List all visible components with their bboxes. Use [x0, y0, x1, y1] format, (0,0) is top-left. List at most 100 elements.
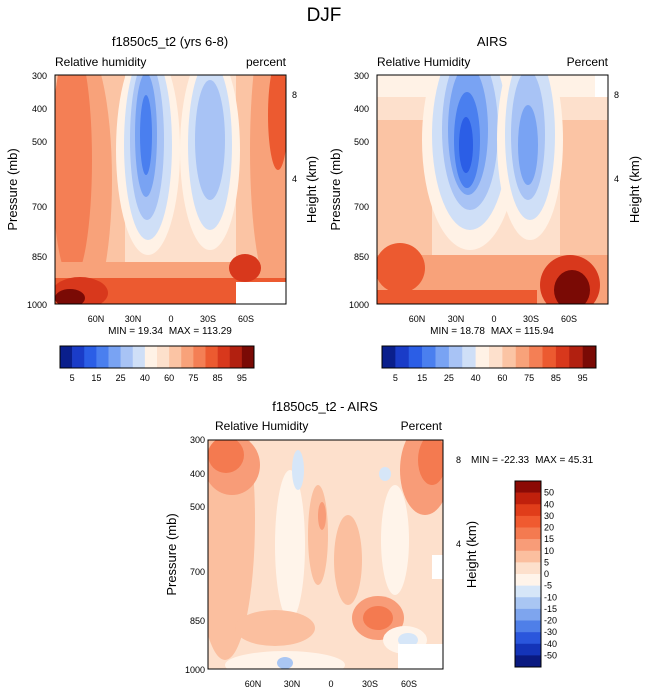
field-nh-surface-peak: [55, 289, 85, 304]
colorbar-swatch: [515, 346, 530, 368]
field-tropical-positive-core: [318, 502, 326, 530]
y-axis-title: Pressure (mb): [164, 513, 179, 595]
y-tick-label: 850: [190, 616, 205, 626]
y-tick-label: 1000: [185, 665, 205, 675]
height-ticks: 8 4: [292, 90, 297, 184]
y-axis-title: Pressure (mb): [5, 148, 20, 230]
colorbar-swatch: [144, 346, 158, 368]
x-ticks: 60N 30N 0 30S 60S: [88, 314, 254, 324]
colorbar-swatch: [515, 562, 541, 575]
colorbar-swatch: [569, 346, 583, 368]
x-tick-label: 30S: [200, 314, 216, 324]
colorbar-swatch: [132, 346, 146, 368]
min-max-stats: MIN = -22.33 MAX = 45.31: [471, 455, 594, 466]
y-tick-label: 500: [32, 137, 47, 147]
contour-field: [208, 440, 443, 669]
field-missing-orography: [398, 644, 443, 669]
x-tick-label: 60S: [401, 679, 417, 689]
panel-title: AIRS: [477, 34, 508, 49]
y-tick-label: 850: [32, 252, 47, 262]
field-subtropical-positive: [334, 515, 362, 605]
colorbar-swatch: [515, 481, 541, 493]
min-label: MIN =: [471, 455, 501, 466]
colorbar-label: 75: [524, 373, 534, 383]
y-tick-label: 300: [32, 71, 47, 81]
colorbar-label: 75: [188, 373, 198, 383]
height-tick-label: 8: [614, 90, 619, 100]
y2-axis-title: Height (km): [304, 156, 319, 223]
y-tick-label: 400: [190, 469, 205, 479]
max-label: MAX =: [491, 326, 524, 337]
min-value: -22.33: [501, 455, 530, 466]
colorbar-swatch: [72, 346, 85, 368]
field-nh-positive: [208, 440, 255, 660]
plot-frame: [54, 74, 287, 305]
field-boundary-positive: [235, 610, 315, 646]
contour-field: [55, 75, 286, 304]
x-ticks: 60N 30N 0 30S 60S: [409, 314, 577, 324]
colorbar-label: 95: [578, 373, 588, 383]
colorbar-swatch: [241, 346, 255, 368]
min-max-stats: MIN = 19.34 MAX = 113.29: [108, 326, 232, 337]
units-label: percent: [246, 55, 287, 69]
variable-label: Relative Humidity: [377, 55, 470, 69]
y-tick-label: 400: [354, 104, 369, 114]
x-tick-label: 30N: [125, 314, 142, 324]
colorbar-swatch: [515, 527, 541, 540]
colorbar-label: 60: [164, 373, 174, 383]
colorbar-swatch: [382, 346, 396, 368]
panel-difference: f1850c5_t2 - AIRS Relative Humidity Perc…: [164, 399, 594, 689]
colorbar-label: 30: [544, 511, 554, 521]
y-tick-label: 1000: [27, 300, 47, 310]
height-ticks: 8 4: [456, 455, 461, 549]
y-tick-label: 500: [354, 137, 369, 147]
colorbar-label: 40: [140, 373, 150, 383]
min-value: 18.78: [460, 326, 485, 337]
colorbar-label: 95: [237, 373, 247, 383]
colorbar: 5 15 25 40 60 75 85 95: [59, 345, 255, 383]
x-tick-label: 0: [168, 314, 173, 324]
max-value: 115.94: [524, 326, 554, 337]
colorbar-label: 40: [544, 499, 554, 509]
field-sh-surface-max: [229, 254, 261, 282]
panel-title: f1850c5_t2 - AIRS: [272, 399, 378, 414]
x-tick-label: 30N: [284, 679, 301, 689]
field-surface-negative-sh: [398, 633, 418, 647]
colorbar-swatch: [582, 346, 597, 368]
colorbar-swatch: [60, 346, 73, 368]
min-max-stats: MIN = 18.78 MAX = 115.94: [430, 326, 554, 337]
field-nh-boundary-max: [377, 243, 425, 293]
colorbar-swatch: [555, 346, 570, 368]
field-missing-orography: [236, 282, 286, 304]
colorbar-swatch: [515, 597, 541, 610]
colorbar-label: 15: [417, 373, 427, 383]
colorbar-swatch: [193, 346, 206, 368]
panel-title: f1850c5_t2 (yrs 6-8): [112, 34, 228, 49]
colorbar-swatch: [84, 346, 97, 368]
max-value: 45.31: [568, 455, 593, 466]
colorbar-swatch: [515, 620, 541, 633]
colorbar-swatch: [515, 492, 541, 505]
x-ticks: 60N 30N 0 30S 60S: [245, 679, 417, 689]
colorbar-swatch: [108, 346, 121, 368]
colorbar-label: 10: [544, 546, 554, 556]
max-value: 113.29: [202, 326, 232, 337]
colorbar-swatch: [169, 346, 182, 368]
field-missing-orography: [595, 75, 608, 97]
height-tick-label: 8: [456, 455, 461, 465]
colorbar-swatch: [502, 346, 517, 368]
colorbar-label: 25: [116, 373, 126, 383]
colorbar-label: -10: [544, 592, 557, 602]
y-tick-label: 500: [190, 502, 205, 512]
colorbar-swatch: [395, 346, 410, 368]
colorbar-swatch: [515, 539, 541, 552]
field-negative-nh-upper: [292, 450, 304, 490]
colorbar-swatch: [529, 346, 543, 368]
colorbar-swatch: [515, 550, 541, 563]
colorbar-label: 5: [544, 557, 549, 567]
colorbar-swatch: [120, 346, 134, 368]
contour-field: [377, 75, 608, 304]
colorbar-swatch: [448, 346, 463, 368]
colorbar-label: -20: [544, 616, 557, 626]
y-tick-label: 700: [32, 202, 47, 212]
